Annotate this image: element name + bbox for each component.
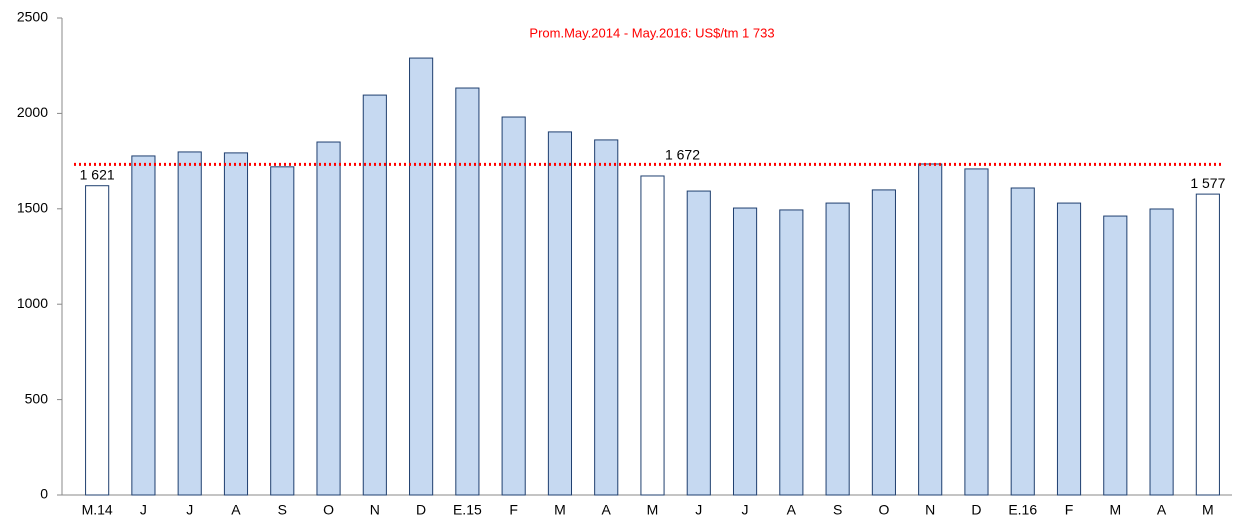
x-tick-label: J	[742, 502, 749, 518]
bar	[409, 57, 434, 496]
x-tick-label: A	[787, 502, 797, 518]
x-tick-label: M	[1109, 502, 1121, 518]
x-tick-label: F	[1065, 502, 1074, 518]
bar	[547, 131, 573, 496]
bar	[501, 116, 526, 496]
y-tick-label: 1500	[17, 200, 48, 216]
x-tick-label: E.16	[1008, 502, 1037, 518]
bar	[1195, 193, 1220, 496]
x-tick-label: A	[231, 502, 241, 518]
x-tick-label: J	[695, 502, 702, 518]
bar	[1010, 187, 1035, 496]
y-tick-label: 500	[25, 390, 49, 406]
x-tick-label: M.14	[82, 502, 113, 518]
x-tick-label: M	[554, 502, 566, 518]
annotation: Prom.May.2014 - May.2016: US$/tm 1 733	[529, 25, 774, 40]
bar	[1056, 202, 1082, 496]
bar	[1149, 208, 1174, 496]
bar	[85, 185, 110, 496]
bar	[686, 190, 711, 496]
x-tick-label: E.15	[453, 502, 482, 518]
bar	[131, 155, 156, 496]
x-tick-label: F	[509, 502, 518, 518]
x-tick-label: M	[1202, 502, 1214, 518]
y-tick-label: 2000	[17, 104, 48, 120]
bar	[732, 207, 758, 496]
bar	[362, 94, 387, 496]
x-tick-label: O	[878, 502, 889, 518]
x-tick-label: N	[925, 502, 935, 518]
bar	[270, 166, 295, 496]
bar	[640, 175, 665, 496]
bar	[1103, 215, 1128, 496]
bar	[871, 189, 896, 496]
x-tick-label: J	[186, 502, 193, 518]
bar	[455, 87, 480, 496]
y-tick-label: 2500	[17, 9, 48, 25]
value-label: 1 672	[665, 147, 700, 163]
x-tick-label: S	[833, 502, 842, 518]
bar	[779, 209, 804, 496]
bar	[177, 151, 202, 496]
bar	[918, 163, 943, 496]
x-tick-label: A	[1157, 502, 1167, 518]
x-tick-label: N	[370, 502, 380, 518]
x-tick-label: S	[278, 502, 287, 518]
bar	[223, 152, 249, 496]
x-tick-label: D	[971, 502, 981, 518]
x-tick-label: M	[647, 502, 659, 518]
value-label: 1 577	[1190, 175, 1225, 191]
bar	[964, 168, 989, 496]
value-label: 1 621	[80, 166, 115, 182]
bar	[594, 139, 619, 496]
y-tick-label: 0	[40, 486, 48, 502]
bar	[825, 202, 850, 496]
y-tick-label: 1000	[17, 295, 48, 311]
x-tick-label: A	[602, 502, 612, 518]
x-tick-label: J	[140, 502, 147, 518]
x-tick-label: D	[416, 502, 426, 518]
bar	[316, 141, 341, 496]
x-tick-label: O	[323, 502, 334, 518]
